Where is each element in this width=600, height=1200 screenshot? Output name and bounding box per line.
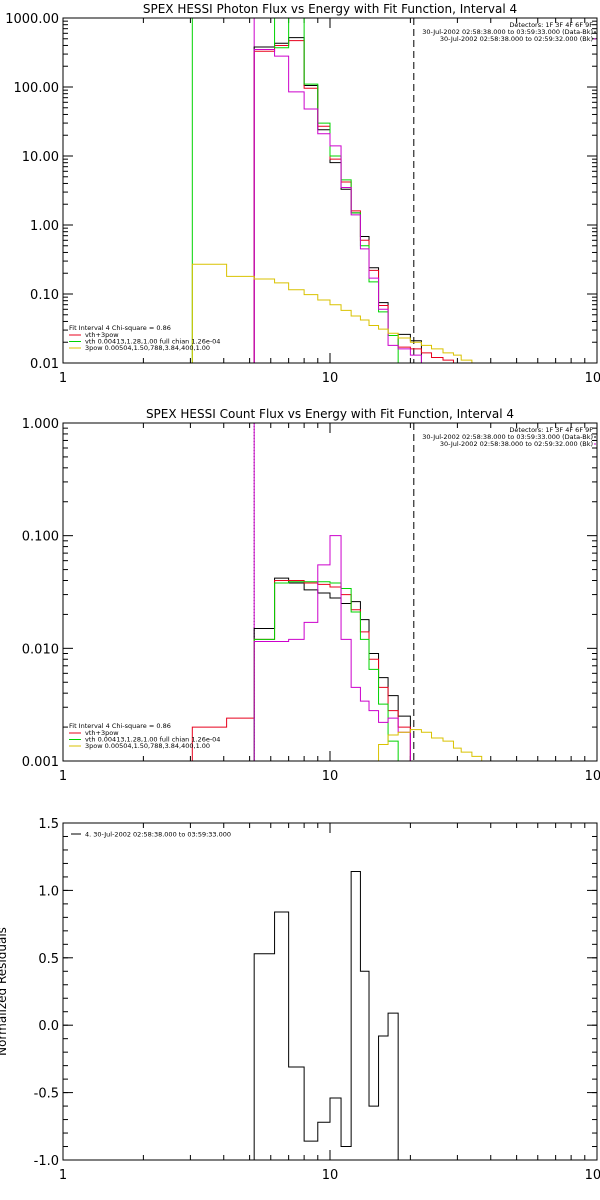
y-tick-label: 0.001 (22, 755, 59, 770)
plot-area (253, 871, 411, 1160)
x-tick-label: 10 (322, 1168, 339, 1183)
chart-title: SPEX HESSI Photon Flux vs Energy with Fi… (143, 2, 517, 16)
info-line: Detectors: 1F 3F 4F 6F 9F (509, 426, 593, 434)
y-tick-label: -1.0 (34, 1154, 59, 1169)
series-3-line (192, 581, 411, 761)
y-tick-label: 100.00 (14, 81, 60, 96)
series-2-line (253, 40, 462, 363)
plot-area (191, 423, 504, 761)
fit-legend-label: vth 0.00413,1.28,1.00 full chian 1.26e-0… (85, 338, 220, 346)
legend-label: 4. 30-Jul-2002 02:58:38.000 to 03:59:33.… (85, 831, 231, 839)
info-line: Detectors: 1F 3F 4F 6F 9F (509, 21, 593, 29)
x-tick-label: 100 (585, 769, 600, 784)
series-1-line (253, 871, 411, 1160)
series-5-line (191, 263, 482, 363)
x-tick-label: 100 (585, 371, 600, 386)
y-tick-label: 0.010 (22, 642, 59, 657)
chart-panel-2: SPEX HESSI Count Flux vs Energy with Fit… (22, 407, 600, 784)
x-tick-label: 10 (322, 769, 339, 784)
chart-panel-1: SPEX HESSI Photon Flux vs Energy with Fi… (5, 2, 600, 386)
y-tick-label: 0.01 (30, 357, 59, 372)
y-tick-label: 1000.00 (5, 12, 59, 27)
plot-frame (62, 17, 598, 364)
chart-title: SPEX HESSI Count Flux vs Energy with Fit… (146, 407, 514, 421)
plot-frame (62, 422, 598, 762)
info-line: 30-Jul-2002 02:58:38.000 to 03:59:33.000… (422, 28, 593, 36)
y-tick-label: 1.00 (30, 219, 59, 234)
y-tick-label: -0.5 (34, 1087, 59, 1102)
x-tick-label: 1 (59, 1168, 67, 1183)
info-line: 30-Jul-2002 02:58:38.000 to 02:59:32.000… (440, 440, 593, 448)
series-4-line (253, 48, 422, 363)
series-2-line (191, 580, 422, 761)
series-1-line (253, 577, 422, 761)
plot-area (191, 18, 482, 363)
fit-legend-label: 3pow 0.00504,1.50,788,3.84,400,1.00 (85, 344, 210, 352)
series-5-line (373, 729, 504, 761)
fit-legend-label: 3pow 0.00504,1.50,788,3.84,400,1.00 (85, 742, 210, 750)
fit-legend-label: vth+3pow (85, 729, 119, 737)
y-tick-label: 0.5 (38, 952, 59, 967)
y-axis-label: Normalized Residuals (0, 927, 9, 1056)
series-1-line (253, 37, 422, 363)
y-tick-label: 0.100 (22, 530, 59, 545)
x-tick-label: 1 (59, 371, 67, 386)
info-line: 30-Jul-2002 02:58:38.000 to 03:59:33.000… (422, 433, 593, 441)
fit-legend-label: vth+3pow (85, 331, 119, 339)
y-tick-label: 1.0 (38, 884, 59, 899)
x-tick-label: 10 (322, 371, 339, 386)
plot-frame (62, 822, 598, 1161)
y-tick-label: 0.0 (38, 1019, 59, 1034)
y-tick-label: 1.000 (22, 417, 59, 432)
series-3-line (191, 18, 411, 363)
fit-legend-label: vth 0.00413,1.28,1.00 full chian 1.26e-0… (85, 736, 220, 744)
x-tick-label: 100 (585, 1168, 600, 1183)
info-line: 30-Jul-2002 02:58:38.000 to 02:59:32.000… (440, 35, 593, 43)
x-tick-label: 1 (59, 769, 67, 784)
chart-panel-3: Normalized Residuals 1 10 100 -1.0 -0.5 0.0 0.5… (0, 817, 600, 1183)
y-tick-label: 0.10 (30, 288, 59, 303)
fit-header: Fit Interval 4 Chi-square = 0.86 (69, 324, 171, 332)
fit-header: Fit Interval 4 Chi-square = 0.86 (69, 722, 171, 730)
series-4-line (253, 535, 422, 761)
y-tick-label: 10.00 (22, 150, 59, 165)
y-tick-label: 1.5 (38, 817, 59, 832)
